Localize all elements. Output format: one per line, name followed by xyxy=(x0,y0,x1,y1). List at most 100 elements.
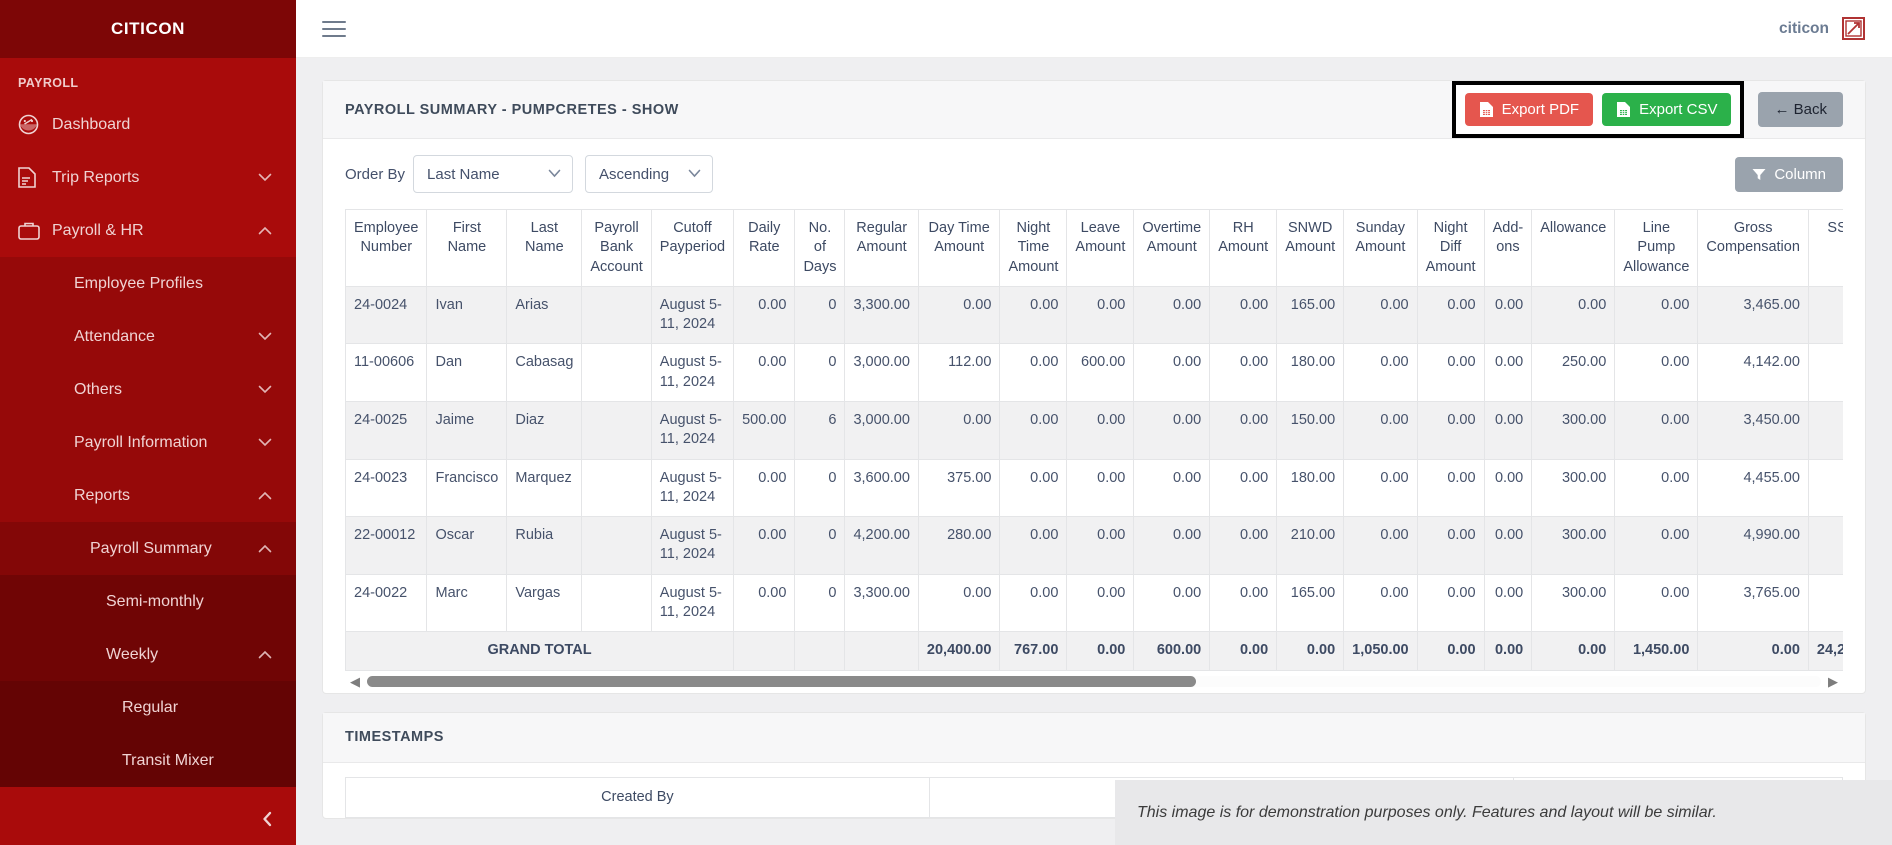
sidebar-item-trip-reports[interactable]: Trip Reports xyxy=(0,151,296,204)
column-header[interactable]: Line Pump Allowance xyxy=(1614,209,1699,287)
column-header[interactable]: RH Amount xyxy=(1209,209,1278,287)
sidebar-collapse-button[interactable] xyxy=(0,793,296,845)
gauge-icon xyxy=(18,114,52,135)
table-row[interactable]: 24-0022 Marc Vargas August 5-11, 2024 0.00 0 3… xyxy=(345,573,1843,633)
column-header[interactable]: Daily Rate xyxy=(733,209,796,287)
sidebar-item-payroll-summary[interactable]: Payroll Summary xyxy=(0,522,296,575)
table-cell: 180.00 xyxy=(1276,343,1345,402)
column-header[interactable]: Night Time Amount xyxy=(999,209,1068,287)
table-row[interactable]: 24-0024 Ivan Arias August 5-11, 2024 0.00 0 3,… xyxy=(345,285,1843,345)
scrollbar-track[interactable] xyxy=(367,676,1821,687)
column-header[interactable]: Last Name xyxy=(506,209,583,287)
column-header[interactable]: Payroll Bank Account xyxy=(581,209,652,287)
column-header[interactable]: SS ER xyxy=(1807,209,1843,287)
sidebar: CITICON PAYROLL Dashboard Trip Reports Pay… xyxy=(0,0,296,845)
sidebar-item-reports[interactable]: Reports xyxy=(0,469,296,522)
sidebar-item-semi-monthly[interactable]: Semi-monthly xyxy=(0,575,296,628)
sidebar-section-label: PAYROLL xyxy=(18,76,79,90)
horizontal-scrollbar[interactable]: ◀ ▶ xyxy=(345,671,1843,693)
table-cell: 0.00 xyxy=(1343,400,1418,460)
export-pdf-button[interactable]: Export PDF xyxy=(1464,93,1594,126)
sidebar-item-weekly[interactable]: Weekly xyxy=(0,628,296,681)
table-cell: 0.00 xyxy=(917,573,1001,633)
brand-logo[interactable]: CITICON xyxy=(0,0,296,58)
table-cell: 0.00 xyxy=(1416,343,1485,402)
order-direction-select[interactable]: Ascending xyxy=(585,155,714,193)
table-cell: 0.00 xyxy=(1133,343,1211,402)
export-csv-button[interactable]: Export CSV xyxy=(1602,93,1732,126)
payroll-summary-card: PAYROLL SUMMARY - PUMPCRETES - SHOW Expo… xyxy=(322,80,1866,694)
hamburger-icon[interactable] xyxy=(322,16,346,42)
table-cell: 0.00 xyxy=(1066,516,1135,575)
export-pdf-label: Export PDF xyxy=(1501,101,1580,118)
table-cell: Diaz xyxy=(506,400,583,460)
column-header[interactable]: No. of Days xyxy=(794,209,846,287)
table-cell: 0.00 xyxy=(1614,343,1699,402)
column-header[interactable]: SNWD Amount xyxy=(1276,209,1345,287)
payroll-table-head: Employee Number First Name Last Name Payrol… xyxy=(345,209,1843,287)
sidebar-item-employee-profiles[interactable]: Employee Profiles xyxy=(0,257,296,310)
sidebar-item-others[interactable]: Others xyxy=(0,363,296,416)
column-header[interactable]: Allowance xyxy=(1531,209,1616,287)
table-row[interactable]: 24-0023 Francisco Marquez August 5-11, 2024… xyxy=(345,458,1843,518)
table-cell: 22-00012 xyxy=(345,516,428,575)
timestamps-header: TIMESTAMPS xyxy=(323,712,1865,763)
back-button[interactable]: ← Back xyxy=(1758,92,1843,127)
column-header[interactable]: Overtime Amount xyxy=(1133,209,1211,287)
table-cell: 0.00 xyxy=(1483,343,1533,402)
sidebar-item-label: Weekly xyxy=(106,645,159,663)
table-cell: 0.00 xyxy=(733,458,796,518)
table-cell: Marc xyxy=(426,573,508,633)
column-header[interactable]: First Name xyxy=(426,209,508,287)
table-row[interactable]: 22-00012 Oscar Rubia August 5-11, 2024 0.00 0… xyxy=(345,516,1843,575)
table-cell: 0.00 xyxy=(999,343,1068,402)
table-cell xyxy=(581,573,652,633)
column-header[interactable]: Add-ons xyxy=(1483,209,1533,287)
column-header[interactable]: Night Diff Amount xyxy=(1416,209,1485,287)
column-filter-button[interactable]: Column xyxy=(1735,156,1843,192)
logout-icon[interactable] xyxy=(1841,16,1866,41)
sidebar-item-attendance[interactable]: Attendance xyxy=(0,310,296,363)
chevron-left-icon[interactable]: ◀ xyxy=(350,673,360,689)
table-cell: 0 xyxy=(794,573,846,633)
table-cell: 3,300.00 xyxy=(844,573,919,633)
column-header[interactable]: Leave Amount xyxy=(1066,209,1135,287)
table-cell: 0.00 xyxy=(917,400,1001,460)
column-header[interactable]: Gross Compensation xyxy=(1697,209,1809,287)
table-cell: 0.00 xyxy=(1209,573,1278,633)
table-cell: 0.00 xyxy=(1343,458,1418,518)
table-cell xyxy=(581,400,652,460)
column-header[interactable]: Employee Number xyxy=(345,209,428,287)
timestamps-title: TIMESTAMPS xyxy=(345,729,444,745)
order-direction-value: Ascending xyxy=(599,165,670,183)
sidebar-item-payroll-information[interactable]: Payroll Information xyxy=(0,416,296,469)
table-cell: 0.00 xyxy=(1614,573,1699,633)
sidebar-item-label: Transit Mixer xyxy=(122,751,214,769)
column-header[interactable]: Sunday Amount xyxy=(1343,209,1418,287)
sidebar-item-payroll-hr[interactable]: Payroll & HR xyxy=(0,204,296,257)
sidebar-item-transit-mixer[interactable]: Transit Mixer xyxy=(0,734,296,787)
export-buttons-highlight: Export PDF Export CSV xyxy=(1451,81,1745,138)
sidebar-item-dashboard[interactable]: Dashboard xyxy=(0,98,296,151)
chevron-down-icon xyxy=(258,385,274,394)
table-cell: 0.00 xyxy=(733,285,796,345)
grand-total-cell: 767.00 xyxy=(999,631,1068,671)
user-name-label: citicon xyxy=(1779,19,1829,37)
table-cell: 180.00 xyxy=(1276,458,1345,518)
sidebar-item-regular[interactable]: Regular xyxy=(0,681,296,734)
table-cell: 0.00 xyxy=(1343,573,1418,633)
table-row[interactable]: 11-00606 Dan Cabasag August 5-11, 2024 0.00 0… xyxy=(345,343,1843,402)
scrollbar-thumb[interactable] xyxy=(367,676,1196,687)
column-header[interactable]: Cutoff Payperiod xyxy=(650,209,735,287)
table-row[interactable]: 24-0025 Jaime Diaz August 5-11, 2024 500.00 6… xyxy=(345,400,1843,460)
table-cell: 0.00 xyxy=(1066,458,1135,518)
table-cell: 0.00 xyxy=(999,285,1068,345)
chevron-right-icon[interactable]: ▶ xyxy=(1828,673,1838,689)
column-header[interactable]: Regular Amount xyxy=(844,209,919,287)
table-cell: 24-0022 xyxy=(345,573,428,633)
briefcase-icon xyxy=(18,221,52,240)
column-header[interactable]: Day Time Amount xyxy=(917,209,1001,287)
order-by-select[interactable]: Last Name xyxy=(413,155,574,193)
chevron-up-icon xyxy=(258,544,274,553)
grand-total-cell: 0.00 xyxy=(1531,631,1616,671)
